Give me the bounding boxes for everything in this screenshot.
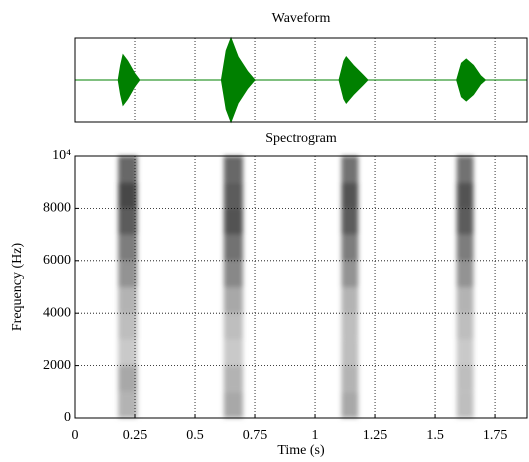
spectrogram-cell — [456, 208, 474, 235]
spectrogram-cell — [456, 391, 474, 418]
spectrogram-cell — [223, 234, 244, 261]
spectrogram-cell — [456, 260, 474, 287]
spectrogram-cell — [341, 208, 359, 235]
spectrogram-cell — [341, 365, 359, 392]
spectrogram-cell — [118, 182, 138, 209]
x-tick-label: 1.75 — [483, 428, 508, 443]
spectrogram-cell — [118, 234, 138, 261]
spectrogram-cell — [223, 156, 244, 183]
spectrogram-cell — [341, 391, 359, 418]
y-tick-label: 6000 — [43, 253, 71, 268]
spectrogram-cell — [341, 156, 359, 183]
spectrogram-cell — [223, 365, 244, 392]
x-tick-label: 0.25 — [123, 428, 148, 443]
waveform — [75, 36, 527, 124]
x-tick-label: 0.75 — [243, 428, 268, 443]
spectrogram-cell — [118, 313, 138, 340]
x-tick-label: 0 — [72, 428, 79, 443]
spectrogram-cell — [341, 287, 359, 314]
spectrogram-cell — [118, 365, 138, 392]
spectrogram-cell — [118, 208, 138, 235]
spectrogram-cell — [341, 234, 359, 261]
spectrogram-title: Spectrogram — [265, 131, 337, 146]
panel-frame — [74, 155, 528, 419]
spectrogram-cell — [456, 339, 474, 366]
x-axis-label: Time (s) — [277, 443, 325, 458]
spectrogram-cell — [223, 182, 244, 209]
y-tick-label: 2000 — [43, 358, 71, 373]
spectrogram-cell — [456, 365, 474, 392]
spectrogram-cell — [223, 208, 244, 235]
spectrogram-cell — [456, 182, 474, 209]
spectrogram-image — [118, 156, 474, 418]
spectrogram-cell — [223, 313, 244, 340]
spectrogram-cell — [341, 339, 359, 366]
x-tick-label: 1.5 — [426, 428, 444, 443]
spectrogram-cell — [456, 313, 474, 340]
spectrogram-cell — [223, 391, 244, 418]
spectrogram-cell — [223, 339, 244, 366]
spectrogram-cell — [118, 339, 138, 366]
y-tick-label: 8000 — [43, 201, 71, 216]
spectrogram-cell — [456, 287, 474, 314]
spectrogram-cell — [456, 156, 474, 183]
waveform-title: Waveform — [272, 11, 331, 26]
spectrogram-cell — [118, 391, 138, 418]
x-tick-label: 1 — [312, 428, 319, 443]
spectrogram-cell — [341, 260, 359, 287]
spectrogram-cell — [118, 260, 138, 287]
x-tick-label: 1.25 — [363, 428, 388, 443]
spectrogram-cell — [341, 313, 359, 340]
spectrogram-cell — [118, 287, 138, 314]
x-tick-label: 0.5 — [186, 428, 204, 443]
y-tick-label: 4000 — [43, 305, 71, 320]
y-tick-label: 0 — [64, 410, 71, 425]
y-tick-label: 10⁴ — [52, 148, 71, 163]
y-axis-label: Frequency (Hz) — [10, 243, 25, 332]
spectrogram-cell — [223, 287, 244, 314]
spectrogram-cell — [118, 156, 138, 183]
spectrogram-cell — [223, 260, 244, 287]
spectrogram-cell — [341, 182, 359, 209]
panel-frame — [74, 37, 528, 123]
spectrogram-cell — [456, 234, 474, 261]
